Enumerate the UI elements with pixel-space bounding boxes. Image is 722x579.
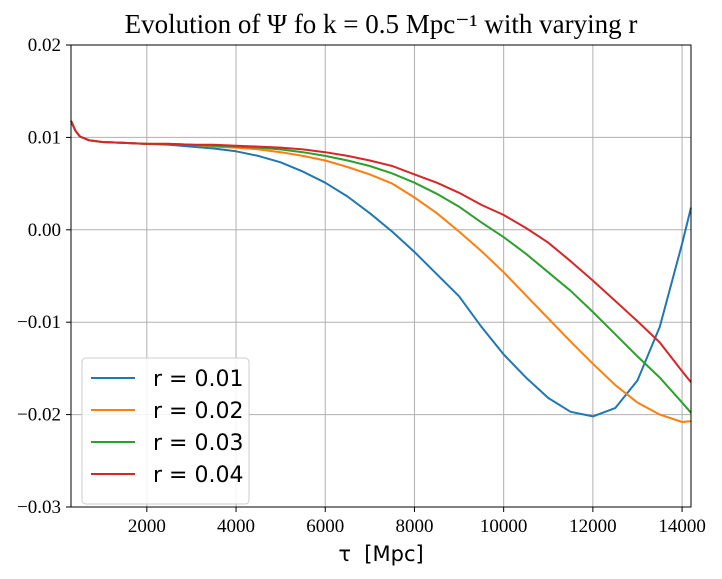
y-tick-label: −0.01	[17, 312, 61, 333]
series-layer	[70, 120, 692, 423]
x-tick-label: 14000	[658, 516, 706, 537]
x-axis-label: τ [Mpc]	[338, 542, 423, 566]
y-tick-label: −0.02	[17, 405, 61, 426]
x-tick-label: 2000	[128, 516, 166, 537]
y-tick-label: −0.03	[17, 497, 61, 518]
x-tick-label: 4000	[217, 516, 255, 537]
legend-label: r = 0.01	[153, 367, 243, 392]
legend-box	[81, 357, 250, 505]
legend-label: r = 0.04	[153, 463, 243, 488]
series-line-4	[70, 120, 692, 383]
legend-label: r = 0.03	[153, 431, 243, 456]
x-tick-label: 8000	[395, 516, 433, 537]
x-tick-label: 6000	[306, 516, 344, 537]
legend-label: r = 0.02	[153, 399, 243, 424]
y-tick-label: 0.01	[28, 127, 61, 148]
y-tick-label: 0.00	[28, 220, 61, 241]
legend: r = 0.01 r = 0.02 r = 0.03 r = 0.04	[81, 357, 250, 505]
y-tick-label: 0.02	[28, 35, 61, 56]
x-tick-label: 12000	[569, 516, 617, 537]
chart-title: Evolution of Ψ fo k = 0.5 Mpc⁻¹ with var…	[125, 9, 638, 39]
plot-frame	[70, 44, 692, 508]
x-axis: 2000 4000 6000 8000 10000 12000 14000	[128, 507, 706, 537]
y-axis: −0.03 −0.02 −0.01 0.00 0.01 0.02	[17, 35, 71, 518]
x-tick-label: 10000	[480, 516, 528, 537]
